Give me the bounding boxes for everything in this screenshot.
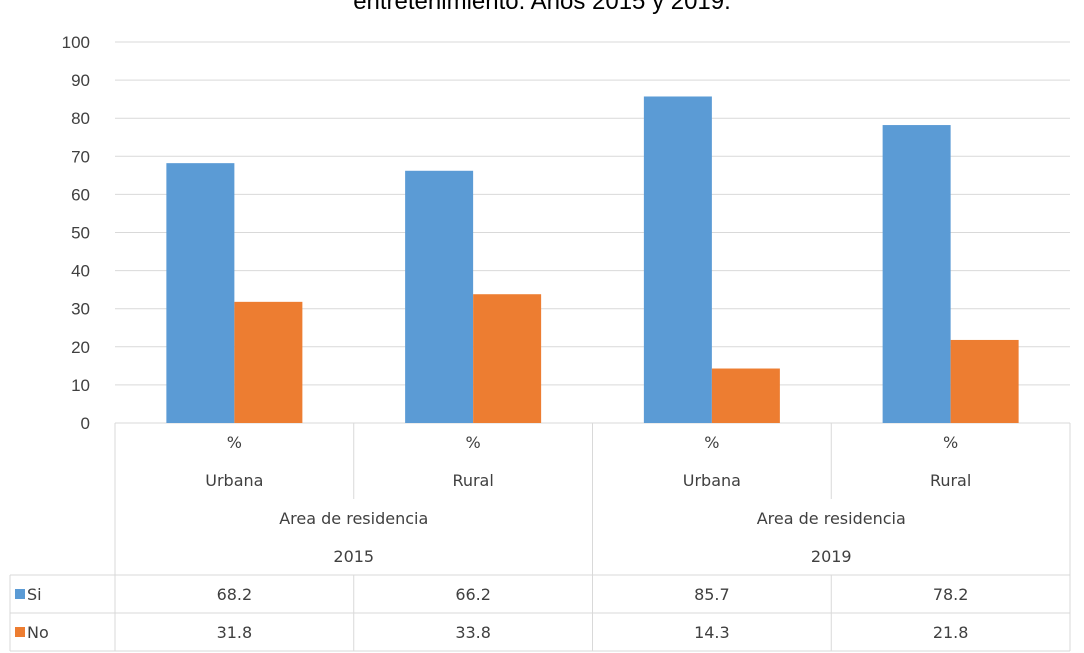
category-unit-label: % xyxy=(943,433,958,452)
y-tick-label: 90 xyxy=(71,71,90,90)
category-area-label: Urbana xyxy=(205,471,263,490)
chart-title: entretenimiento. Años 2015 y 2019. xyxy=(353,0,731,15)
data-label-no: 14.3 xyxy=(694,623,730,642)
y-tick-label: 60 xyxy=(71,185,90,204)
y-tick-label: 10 xyxy=(71,376,90,395)
y-tick-label: 50 xyxy=(71,224,90,243)
group-year-label: 2015 xyxy=(333,547,374,566)
y-tick-label: 20 xyxy=(71,338,90,357)
data-table: % Urbana% Rural% Urbana% Rural Area de reside… xyxy=(9,423,1071,652)
data-label-no: 21.8 xyxy=(933,623,969,642)
y-tick-label: 70 xyxy=(71,147,90,166)
data-label-si: 85.7 xyxy=(694,585,730,604)
category-unit-label: % xyxy=(227,433,242,452)
data-label-no: 31.8 xyxy=(217,623,253,642)
bar-no-0 xyxy=(234,301,303,423)
y-tick-label: 80 xyxy=(71,109,90,128)
group-label: Area de residencia xyxy=(279,509,428,528)
y-tick-label: 30 xyxy=(71,300,90,319)
category-unit-label: % xyxy=(704,433,719,452)
category-area-label: Rural xyxy=(452,471,493,490)
bar-si-1 xyxy=(405,170,474,423)
data-label-no: 33.8 xyxy=(455,623,491,642)
legend-key-si xyxy=(15,589,25,599)
y-tick-label: 40 xyxy=(71,262,90,281)
data-label-si: 68.2 xyxy=(217,585,253,604)
category-area-label: Urbana xyxy=(683,471,741,490)
bar-no-3 xyxy=(950,339,1019,423)
bar-si-2 xyxy=(643,96,712,423)
group-label: Area de residencia xyxy=(757,509,906,528)
y-tick-label: 0 xyxy=(81,414,90,433)
category-area-label: Rural xyxy=(930,471,971,490)
legend-key-no xyxy=(15,627,25,637)
data-label-si: 66.2 xyxy=(455,585,491,604)
bar-si-3 xyxy=(882,125,951,424)
category-unit-label: % xyxy=(466,433,481,452)
data-label-si: 78.2 xyxy=(933,585,969,604)
bars xyxy=(166,96,1019,424)
y-axis-ticks: 0 10 20 30 40 50 60 70 80 90 100 xyxy=(62,33,90,433)
bar-no-2 xyxy=(711,368,780,423)
group-year-label: 2019 xyxy=(811,547,852,566)
bar-si-0 xyxy=(166,163,235,423)
y-tick-label: 100 xyxy=(62,33,90,52)
bar-no-1 xyxy=(473,294,542,423)
legend-label-si: Si xyxy=(27,585,42,604)
legend-label-no: No xyxy=(27,623,49,642)
